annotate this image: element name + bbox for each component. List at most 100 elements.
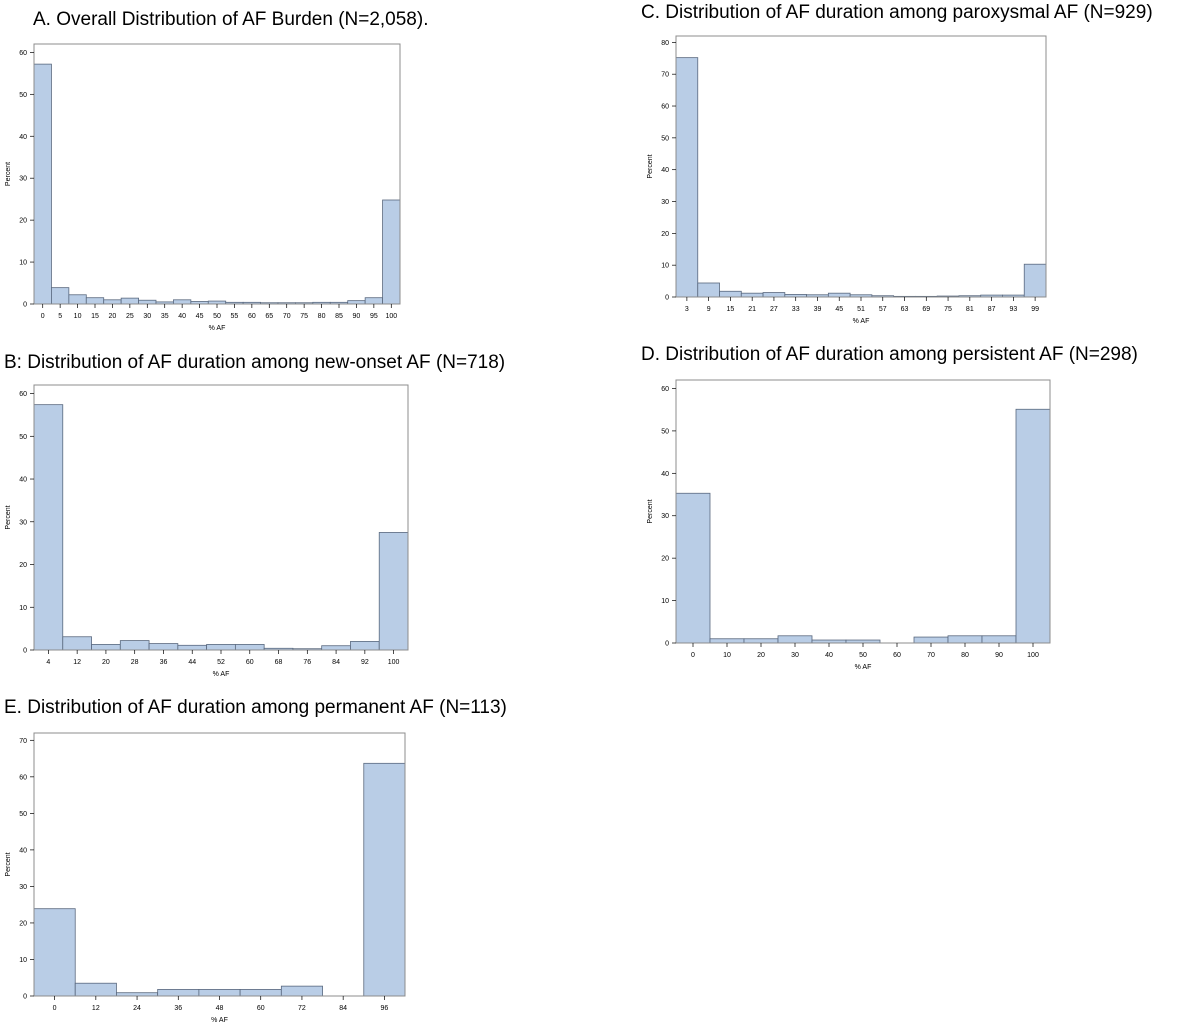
chart-a-x-tick-label: 70 (283, 313, 291, 320)
chart-a-x-tick-label: 10 (74, 313, 82, 320)
chart-c-y-tick-label: 80 (661, 40, 669, 47)
chart-c-y-tick-label: 0 (665, 295, 669, 302)
chart-a-x-tick-label: 80 (318, 313, 326, 320)
chart-b-x-tick-label: 12 (73, 659, 81, 666)
chart-c-x-tick-label: 39 (814, 306, 822, 313)
chart-e-bar (198, 989, 241, 997)
chart-b-title: B: Distribution of AF duration among new… (4, 352, 506, 373)
chart-b-y-axis-label: Percent (5, 505, 12, 529)
chart-c-x-tick-label: 63 (901, 306, 909, 313)
chart-d-y-tick-label: 50 (661, 428, 669, 435)
chart-c-x-tick-label: 57 (879, 306, 887, 313)
chart-c-y-tick-label: 50 (661, 135, 669, 142)
chart-a-x-tick-label: 40 (178, 313, 186, 320)
chart-d-y-axis-label: Percent (647, 499, 654, 523)
chart-a-x-tick-label: 75 (300, 313, 308, 320)
chart-e-x-tick-label: 96 (380, 1005, 388, 1012)
chart-a-x-tick-label: 95 (370, 313, 378, 320)
chart-c-y-tick-label: 20 (661, 231, 669, 238)
chart-b-x-tick-label: 76 (303, 659, 311, 666)
chart-c-x-tick-label: 81 (966, 306, 974, 313)
chart-e-x-tick-label: 0 (53, 1005, 57, 1012)
chart-a-y-tick-label: 50 (19, 92, 27, 99)
chart-e-y-tick-label: 50 (19, 811, 27, 818)
chart-c-x-tick-label: 45 (835, 306, 843, 313)
chart-d-y-tick-label: 60 (661, 386, 669, 393)
chart-a-x-tick-label: 35 (161, 313, 169, 320)
chart-a-y-tick-label: 40 (19, 134, 27, 141)
chart-e-bar (280, 985, 323, 997)
chart-c-x-tick-label: 75 (944, 306, 952, 313)
chart-b-x-axis-label: % AF (213, 671, 230, 678)
chart-e-x-tick-label: 48 (216, 1005, 224, 1012)
chart-a-x-tick-label: 15 (91, 313, 99, 320)
chart-c-y-tick-label: 40 (661, 167, 669, 174)
chart-a-y-tick-label: 60 (19, 50, 27, 57)
chart-e-x-tick-label: 84 (339, 1005, 347, 1012)
chart-e-bar (239, 989, 282, 997)
chart-b-x-tick-label: 44 (188, 659, 196, 666)
chart-e-y-tick-label: 10 (19, 957, 27, 964)
chart-d-y-tick-label: 20 (661, 556, 669, 563)
chart-e-y-tick-label: 40 (19, 847, 27, 854)
chart-d-x-tick-label: 20 (757, 652, 765, 659)
chart-e-bar (33, 908, 76, 997)
chart-e-bar (74, 982, 117, 997)
chart-c-x-tick-label: 33 (792, 306, 800, 313)
chart-b-bar (378, 532, 409, 651)
chart-d-title: D. Distribution of AF duration among per… (641, 344, 1138, 365)
chart-a-x-tick-label: 85 (335, 313, 343, 320)
chart-d-x-tick-label: 40 (825, 652, 833, 659)
chart-b-y-tick-label: 40 (19, 477, 27, 484)
chart-b-y-tick-label: 10 (19, 605, 27, 612)
chart-c-x-tick-label: 27 (770, 306, 778, 313)
chart-c-x-tick-label: 21 (748, 306, 756, 313)
chart-a-y-tick-label: 20 (19, 218, 27, 225)
chart-e-x-tick-label: 72 (298, 1005, 306, 1012)
chart-e-x-tick-label: 24 (133, 1005, 141, 1012)
chart-d-y-tick-label: 10 (661, 598, 669, 605)
chart-b-y-tick-label: 30 (19, 519, 27, 526)
chart-a-x-tick-label: 20 (109, 313, 117, 320)
chart-d-x-axis-label: % AF (855, 664, 872, 671)
chart-d-x-tick-label: 30 (791, 652, 799, 659)
chart-d-x-tick-label: 70 (927, 652, 935, 659)
chart-b-x-tick-label: 84 (332, 659, 340, 666)
chart-e-x-tick-label: 12 (92, 1005, 100, 1012)
chart-b-y-tick-label: 50 (19, 434, 27, 441)
chart-d-y-tick-label: 0 (665, 641, 669, 648)
chart-c-y-tick-label: 70 (661, 72, 669, 79)
chart-b-x-tick-label: 68 (275, 659, 283, 666)
chart-b-x-tick-label: 52 (217, 659, 225, 666)
chart-b-x-tick-label: 92 (361, 659, 369, 666)
chart-c-x-tick-label: 9 (707, 306, 711, 313)
chart-d-x-tick-label: 60 (893, 652, 901, 659)
chart-a-y-tick-label: 30 (19, 176, 27, 183)
chart-e-bar (157, 989, 200, 997)
chart-a-x-tick-label: 45 (196, 313, 204, 320)
chart-a-y-axis-label: Percent (5, 162, 12, 186)
chart-d-x-tick-label: 100 (1027, 652, 1039, 659)
chart-c-x-tick-label: 3 (685, 306, 689, 313)
chart-d-x-tick-label: 10 (723, 652, 731, 659)
chart-a-x-tick-label: 55 (231, 313, 239, 320)
chart-e-bar (363, 762, 406, 997)
chart-c-y-axis-label: Percent (647, 154, 654, 178)
chart-b-y-tick-label: 0 (23, 648, 27, 655)
chart-c-x-tick-label: 51 (857, 306, 865, 313)
chart-b-x-tick-label: 60 (246, 659, 254, 666)
chart-e-y-tick-label: 20 (19, 920, 27, 927)
chart-c-x-tick-label: 69 (922, 306, 930, 313)
chart-a-x-tick-label: 100 (385, 313, 397, 320)
chart-b-x-tick-label: 36 (160, 659, 168, 666)
chart-a-y-tick-label: 0 (23, 302, 27, 309)
chart-e-y-tick-label: 60 (19, 774, 27, 781)
chart-b-x-tick-label: 4 (46, 659, 50, 666)
chart-e-y-axis-label: Percent (5, 852, 12, 876)
chart-a-x-tick-label: 50 (213, 313, 221, 320)
chart-a-x-tick-label: 25 (126, 313, 134, 320)
chart-b-y-tick-label: 60 (19, 391, 27, 398)
chart-d-x-tick-label: 0 (691, 652, 695, 659)
